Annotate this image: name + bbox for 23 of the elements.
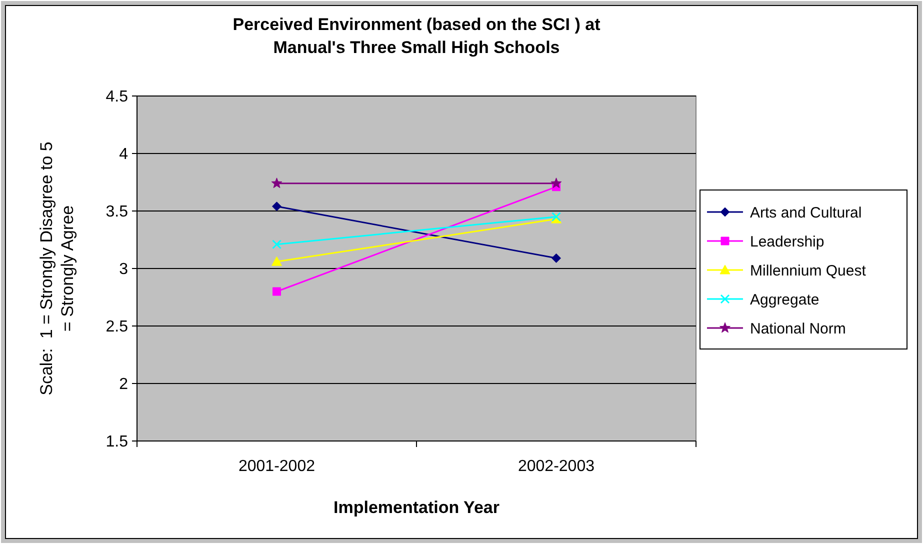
point: [272, 240, 282, 250]
y-tick-label: 3.5: [106, 204, 128, 221]
y-tick-label: 2: [119, 376, 128, 394]
legend-label: Aggregate: [750, 291, 820, 308]
legend-label: Millennium Quest: [750, 262, 867, 280]
y-tick-label: 1.5: [106, 434, 128, 451]
legend-label: Leadership: [750, 233, 824, 250]
chart-title: Perceived Environment (based on the SCI ) at Manual's Three Small High Schools: [232, 15, 601, 57]
point: [272, 202, 282, 212]
point: [550, 178, 562, 188]
x-axis-title: Implementation Year: [334, 498, 500, 517]
y-tick-label: 3: [119, 261, 128, 278]
x-tick-label: 2002-2003: [518, 458, 595, 475]
x-tick-label: 2001-2002: [238, 458, 316, 475]
y-axis-title: Scale: 1 = Strongly Disagree to 5 = Strongly Agree: [37, 142, 77, 396]
legend-label: National Norm: [750, 320, 846, 338]
legend-label: Arts and Cultural: [750, 204, 862, 222]
point: [552, 253, 561, 263]
y-tick-label: 4.5: [106, 88, 128, 106]
point: [271, 178, 282, 188]
point: [272, 287, 281, 296]
y-tick-label: 4: [119, 146, 128, 164]
y-tick-label: 2.5: [106, 318, 128, 336]
